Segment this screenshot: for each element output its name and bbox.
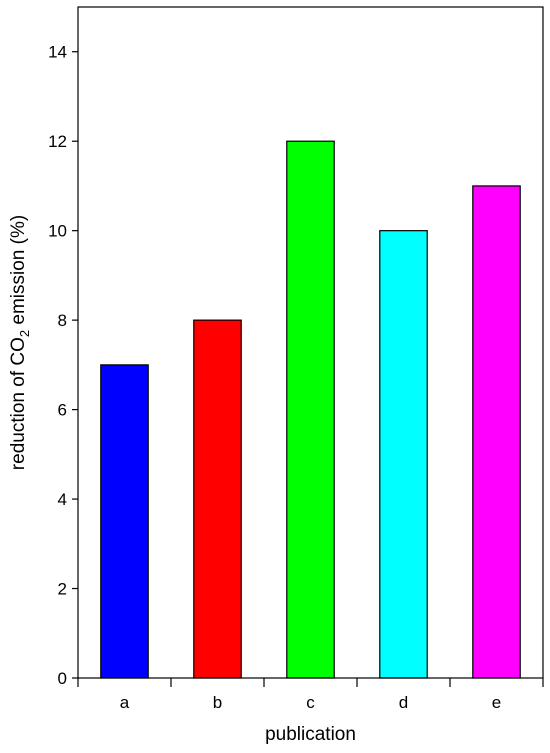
x-tick-label: b — [213, 693, 222, 712]
bars-layer — [100, 140, 521, 679]
x-tick-label: c — [306, 693, 315, 712]
y-tick-label: 14 — [48, 43, 67, 62]
x-axis-title: publication — [265, 724, 356, 745]
y-tick-label: 4 — [58, 490, 67, 509]
y-axis-title: reduction of CO2 emission (%) — [8, 215, 32, 470]
y-axis-title-subscript: 2 — [17, 330, 32, 337]
bar-a — [100, 364, 149, 679]
y-axis-ticks: 0 2 4 6 8 10 12 14 — [48, 43, 78, 688]
bar-d — [379, 230, 428, 679]
x-axis-ticks: a b c d e — [77, 678, 544, 712]
x-tick-label: a — [120, 693, 130, 712]
y-tick-label: 8 — [58, 311, 67, 330]
plot-frame — [77, 6, 544, 679]
x-tick-label: e — [492, 693, 501, 712]
y-tick-label: 0 — [58, 669, 67, 688]
x-tick-label: d — [399, 693, 408, 712]
y-tick-label: 6 — [58, 401, 67, 420]
bar-c — [286, 140, 335, 679]
bar-e — [472, 185, 521, 679]
bar-b — [193, 319, 242, 679]
y-axis-title-prefix: reduction of CO — [8, 337, 29, 470]
axes-layer — [77, 6, 544, 679]
y-tick-label: 10 — [48, 222, 67, 241]
y-axis-title-suffix: emission (%) — [8, 215, 29, 330]
y-tick-label: 2 — [58, 580, 67, 599]
y-tick-label: 12 — [48, 132, 67, 151]
